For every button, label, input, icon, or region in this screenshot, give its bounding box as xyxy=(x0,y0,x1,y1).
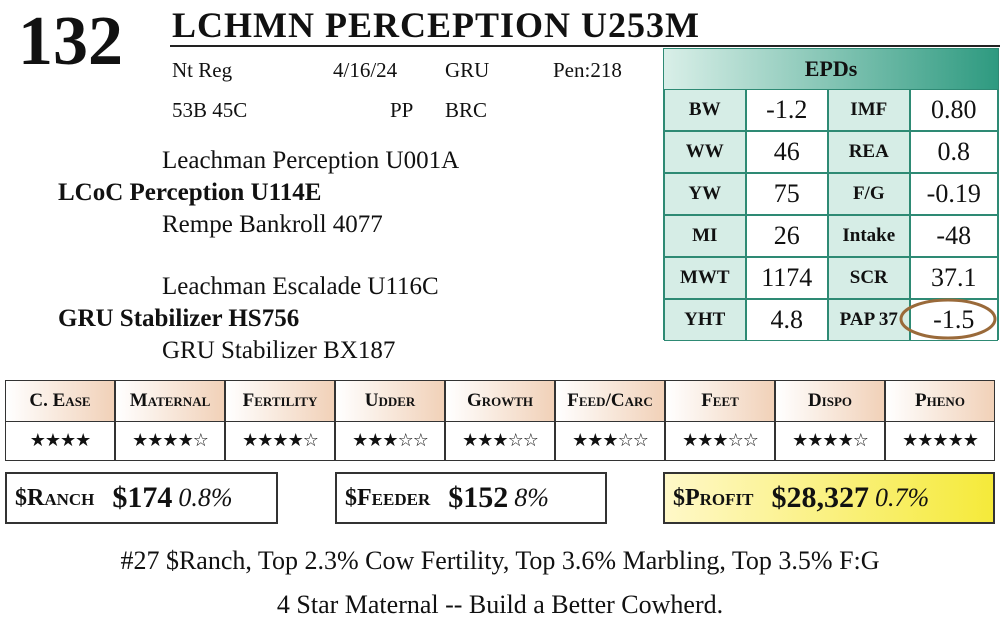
trait: Maternal ★★★★☆ xyxy=(115,380,225,461)
epd-row: YHT 4.8 PAP 37 -1.5 xyxy=(664,299,998,341)
epd-row: MI 26 Intake -48 xyxy=(664,215,998,257)
info: PP xyxy=(390,98,414,122)
trait: Feed/Carc ★★★☆☆ xyxy=(555,380,665,461)
index-value: $28,327 xyxy=(771,481,870,514)
pedigree: Leachman Perception U001A xyxy=(162,147,460,174)
epd-label: MI xyxy=(664,215,746,257)
highlight-ring xyxy=(899,298,997,340)
index-box: $Feeder $152 8% xyxy=(335,472,607,524)
epd-row: WW 46 REA 0.8 xyxy=(664,131,998,173)
info: Nt Reg xyxy=(172,58,233,82)
trait: Growth ★★★☆☆ xyxy=(445,380,555,461)
epd-label: BW xyxy=(664,89,746,131)
pedigree-sire: LCoC Perception U114E xyxy=(58,179,322,206)
epd-label: REA xyxy=(828,131,910,173)
epd-value: 26 xyxy=(745,215,829,257)
epd-label: WW xyxy=(664,131,746,173)
epd-value: 1174 xyxy=(745,257,829,299)
info: GRU xyxy=(445,58,490,82)
animal-name: LCHMN PERCEPTION U253M xyxy=(172,5,700,45)
trait-stars: ★★★★☆ xyxy=(242,430,319,451)
trait: Fertility ★★★★☆ xyxy=(225,380,335,461)
epd-title: EPDs xyxy=(664,49,998,89)
trait-stars: ★★★★☆ xyxy=(132,430,209,451)
pedigree: Leachman Escalade U116C xyxy=(162,273,439,300)
epd-label: Intake xyxy=(828,215,910,257)
index-name: $Ranch xyxy=(15,484,95,511)
epd-value: 4.8 xyxy=(745,299,829,341)
epd-row: BW -1.2 IMF 0.80 xyxy=(664,89,998,131)
epd-label: F/G xyxy=(828,173,910,215)
pedigree-dam: GRU Stabilizer HS756 xyxy=(58,305,300,332)
epd-label: IMF xyxy=(828,89,910,131)
epd-value: 37.1 xyxy=(909,257,998,299)
epd-row: MWT 1174 SCR 37.1 xyxy=(664,257,998,299)
index-value: $152 xyxy=(448,481,509,514)
index-percent: 0.8% xyxy=(178,483,233,512)
pedigree: GRU Stabilizer BX187 xyxy=(162,337,396,364)
epd-value: 46 xyxy=(745,131,829,173)
trait-table: C. Ease ★★★★ Maternal ★★★★☆ Fertility ★★★★☆ Ud… xyxy=(5,380,995,461)
trait: Udder ★★★☆☆ xyxy=(335,380,445,461)
epd-row: YW 75 F/G -0.19 xyxy=(664,173,998,215)
index-percent: 0.7% xyxy=(875,483,930,512)
trait-name: Growth xyxy=(446,381,554,422)
trait-name: Fertility xyxy=(226,381,334,422)
trait-stars: ★★★☆☆ xyxy=(462,430,539,451)
trait-name: Pheno xyxy=(886,381,994,422)
trait-stars: ★★★☆☆ xyxy=(682,430,759,451)
trait: Pheno ★★★★★ xyxy=(885,380,995,461)
trait-stars: ★★★☆☆ xyxy=(352,430,429,451)
index-box: $Profit $28,327 0.7% xyxy=(663,472,995,524)
epd-label: YHT xyxy=(664,299,746,341)
trait-name: Feed/Carc xyxy=(556,381,664,422)
index-percent: 8% xyxy=(514,483,549,512)
trait-stars: ★★★★☆ xyxy=(792,430,869,451)
info: BRC xyxy=(445,98,488,122)
note: 4 Star Maternal -- Build a Better Cowher… xyxy=(276,590,724,619)
epd-label: SCR xyxy=(828,257,910,299)
info: 4/16/24 xyxy=(333,58,398,82)
epd-table: EPDs BW -1.2 IMF 0.80 WW 46 REA 0.8 YW 75 F/G -0.19… xyxy=(663,48,999,341)
trait: Dispo ★★★★☆ xyxy=(775,380,885,461)
index-value: $174 xyxy=(112,481,173,514)
epd-label: MWT xyxy=(664,257,746,299)
trait-name: Feet xyxy=(666,381,774,422)
epd-value: -48 xyxy=(909,215,998,257)
trait-name: C. Ease xyxy=(6,381,114,422)
trait: C. Ease ★★★★ xyxy=(5,380,115,461)
epd-value: 75 xyxy=(745,173,829,215)
trait: Feet ★★★☆☆ xyxy=(665,380,775,461)
trait-name: Dispo xyxy=(776,381,884,422)
lot-number: 132 xyxy=(18,3,123,80)
pedigree: Rempe Bankroll 4077 xyxy=(162,211,383,238)
epd-label: YW xyxy=(664,173,746,215)
info: 53B 45C xyxy=(172,98,248,122)
trait-name: Udder xyxy=(336,381,444,422)
trait-stars: ★★★★ xyxy=(29,430,92,451)
index-name: $Profit xyxy=(673,484,754,511)
trait-stars: ★★★☆☆ xyxy=(572,430,649,451)
index-box: $Ranch $174 0.8% xyxy=(5,472,278,524)
trait-name: Maternal xyxy=(116,381,224,422)
epd-label: PAP 37 xyxy=(828,299,910,341)
trait-stars: ★★★★★ xyxy=(902,430,979,451)
index-name: $Feeder xyxy=(345,484,431,511)
note: #27 $Ranch, Top 2.3% Cow Fertility, Top … xyxy=(120,546,880,575)
info: Pen:218 xyxy=(553,58,622,82)
title-rule xyxy=(170,45,1000,47)
epd-value: 0.8 xyxy=(909,131,998,173)
epd-value: 0.80 xyxy=(909,89,998,131)
epd-value: -1.2 xyxy=(745,89,829,131)
epd-value: -0.19 xyxy=(909,173,998,215)
